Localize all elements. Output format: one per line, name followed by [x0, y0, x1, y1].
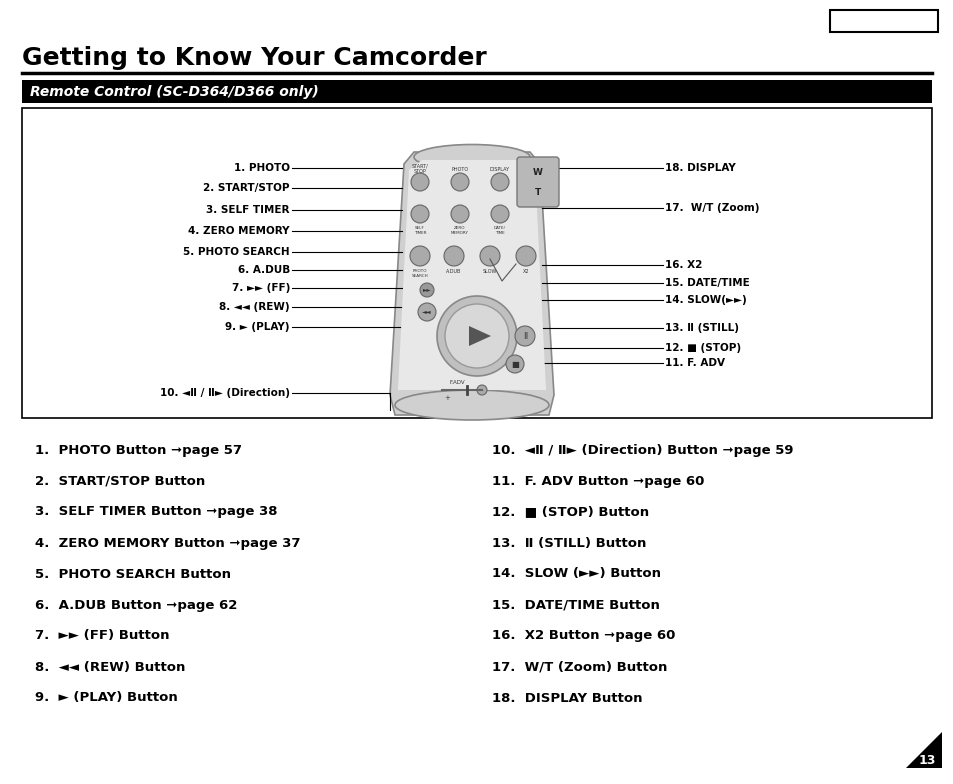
Text: A.DUB: A.DUB — [446, 269, 461, 274]
Text: 17.  W/T (Zoom): 17. W/T (Zoom) — [664, 203, 759, 213]
Text: 4. ZERO MEMORY: 4. ZERO MEMORY — [189, 226, 290, 236]
Text: 7.  ►► (FF) Button: 7. ►► (FF) Button — [35, 630, 170, 643]
Text: PHOTO
SEARCH: PHOTO SEARCH — [412, 269, 428, 278]
Text: 10.  ◄Ⅱ / Ⅱ► (Direction) Button ➞page 59: 10. ◄Ⅱ / Ⅱ► (Direction) Button ➞page 59 — [492, 444, 793, 456]
Text: ZERO
MEMORY: ZERO MEMORY — [451, 226, 469, 234]
Circle shape — [410, 246, 430, 266]
Text: 9. ► (PLAY): 9. ► (PLAY) — [225, 322, 290, 332]
Text: 2.  START/STOP Button: 2. START/STOP Button — [35, 474, 205, 488]
Text: 13. Ⅱ (STILL): 13. Ⅱ (STILL) — [664, 323, 739, 333]
Text: 11. F. ADV: 11. F. ADV — [664, 358, 724, 368]
Text: 6.  A.DUB Button ➞page 62: 6. A.DUB Button ➞page 62 — [35, 598, 237, 612]
Circle shape — [419, 283, 434, 297]
Polygon shape — [905, 732, 941, 768]
Bar — [22, 108, 931, 418]
Text: Getting to Know Your Camcorder: Getting to Know Your Camcorder — [22, 46, 486, 70]
Text: 16.  X2 Button ➞page 60: 16. X2 Button ➞page 60 — [492, 630, 675, 643]
Text: 4.  ZERO MEMORY Button ➞page 37: 4. ZERO MEMORY Button ➞page 37 — [35, 536, 300, 550]
Text: 5.  PHOTO SEARCH Button: 5. PHOTO SEARCH Button — [35, 568, 231, 580]
Text: X2: X2 — [522, 269, 529, 274]
Text: SELF
TIMER: SELF TIMER — [414, 226, 426, 234]
Text: ■: ■ — [511, 360, 518, 368]
Text: Remote Control (SC-D364/D366 only): Remote Control (SC-D364/D366 only) — [30, 85, 318, 99]
Ellipse shape — [395, 390, 548, 420]
Text: PHOTO: PHOTO — [451, 166, 468, 172]
Text: 14. SLOW(►►): 14. SLOW(►►) — [664, 295, 746, 305]
Bar — [829, 10, 937, 32]
Text: SLOW: SLOW — [482, 269, 497, 274]
Text: 15.  DATE/TIME Button: 15. DATE/TIME Button — [492, 598, 659, 612]
Text: 5. PHOTO SEARCH: 5. PHOTO SEARCH — [183, 247, 290, 257]
Circle shape — [515, 326, 535, 346]
Circle shape — [491, 173, 509, 191]
Text: 9.  ► (PLAY) Button: 9. ► (PLAY) Button — [35, 691, 177, 705]
Circle shape — [411, 173, 429, 191]
Text: 14.  SLOW (►►) Button: 14. SLOW (►►) Button — [492, 568, 660, 580]
Circle shape — [443, 246, 463, 266]
Text: START/
STOP: START/ STOP — [411, 164, 428, 174]
Polygon shape — [397, 160, 545, 390]
Text: 7. ►► (FF): 7. ►► (FF) — [232, 283, 290, 293]
Bar — [22, 80, 931, 103]
Text: 13: 13 — [918, 753, 935, 767]
Polygon shape — [390, 152, 554, 415]
Text: 11.  F. ADV Button ➞page 60: 11. F. ADV Button ➞page 60 — [492, 474, 703, 488]
Text: 17.  W/T (Zoom) Button: 17. W/T (Zoom) Button — [492, 660, 667, 673]
Text: F.ADV: F.ADV — [449, 379, 464, 384]
Text: 16. X2: 16. X2 — [664, 260, 701, 270]
Text: 1.  PHOTO Button ➞page 57: 1. PHOTO Button ➞page 57 — [35, 444, 242, 456]
Text: 8.  ◄◄ (REW) Button: 8. ◄◄ (REW) Button — [35, 660, 185, 673]
Circle shape — [479, 246, 499, 266]
Text: +: + — [443, 395, 450, 401]
Text: ENGLISH: ENGLISH — [853, 14, 914, 27]
Text: 3.  SELF TIMER Button ➞page 38: 3. SELF TIMER Button ➞page 38 — [35, 506, 277, 518]
Circle shape — [444, 304, 509, 368]
Text: DATE/
TIME: DATE/ TIME — [494, 226, 505, 234]
Circle shape — [451, 173, 469, 191]
Text: DISPLAY: DISPLAY — [490, 166, 510, 172]
Text: 1. PHOTO: 1. PHOTO — [233, 163, 290, 173]
Text: 8. ◄◄ (REW): 8. ◄◄ (REW) — [219, 302, 290, 312]
Circle shape — [476, 385, 486, 395]
Text: 18.  DISPLAY Button: 18. DISPLAY Button — [492, 691, 641, 705]
Text: 6. A.DUB: 6. A.DUB — [237, 265, 290, 275]
Circle shape — [417, 303, 436, 321]
Ellipse shape — [414, 144, 530, 169]
Polygon shape — [469, 326, 491, 346]
Text: 15. DATE/TIME: 15. DATE/TIME — [664, 278, 749, 288]
Text: 13.  Ⅱ (STILL) Button: 13. Ⅱ (STILL) Button — [492, 536, 646, 550]
Circle shape — [436, 296, 517, 376]
Text: 18. DISPLAY: 18. DISPLAY — [664, 163, 735, 173]
Text: W: W — [533, 168, 542, 176]
Text: ◄◄: ◄◄ — [422, 310, 432, 314]
Circle shape — [491, 205, 509, 223]
Text: 10. ◄Ⅱ / Ⅱ► (Direction): 10. ◄Ⅱ / Ⅱ► (Direction) — [160, 388, 290, 398]
Text: 12.  ■ (STOP) Button: 12. ■ (STOP) Button — [492, 506, 648, 518]
Circle shape — [411, 205, 429, 223]
Text: ►►: ►► — [422, 288, 431, 292]
Circle shape — [451, 205, 469, 223]
Text: 2. START/STOP: 2. START/STOP — [203, 183, 290, 193]
Text: Ⅱ: Ⅱ — [522, 332, 527, 340]
Text: 12. ■ (STOP): 12. ■ (STOP) — [664, 343, 740, 353]
Text: 3. SELF TIMER: 3. SELF TIMER — [206, 205, 290, 215]
Circle shape — [516, 246, 536, 266]
FancyBboxPatch shape — [517, 157, 558, 207]
Text: T: T — [535, 187, 540, 197]
Circle shape — [505, 355, 523, 373]
